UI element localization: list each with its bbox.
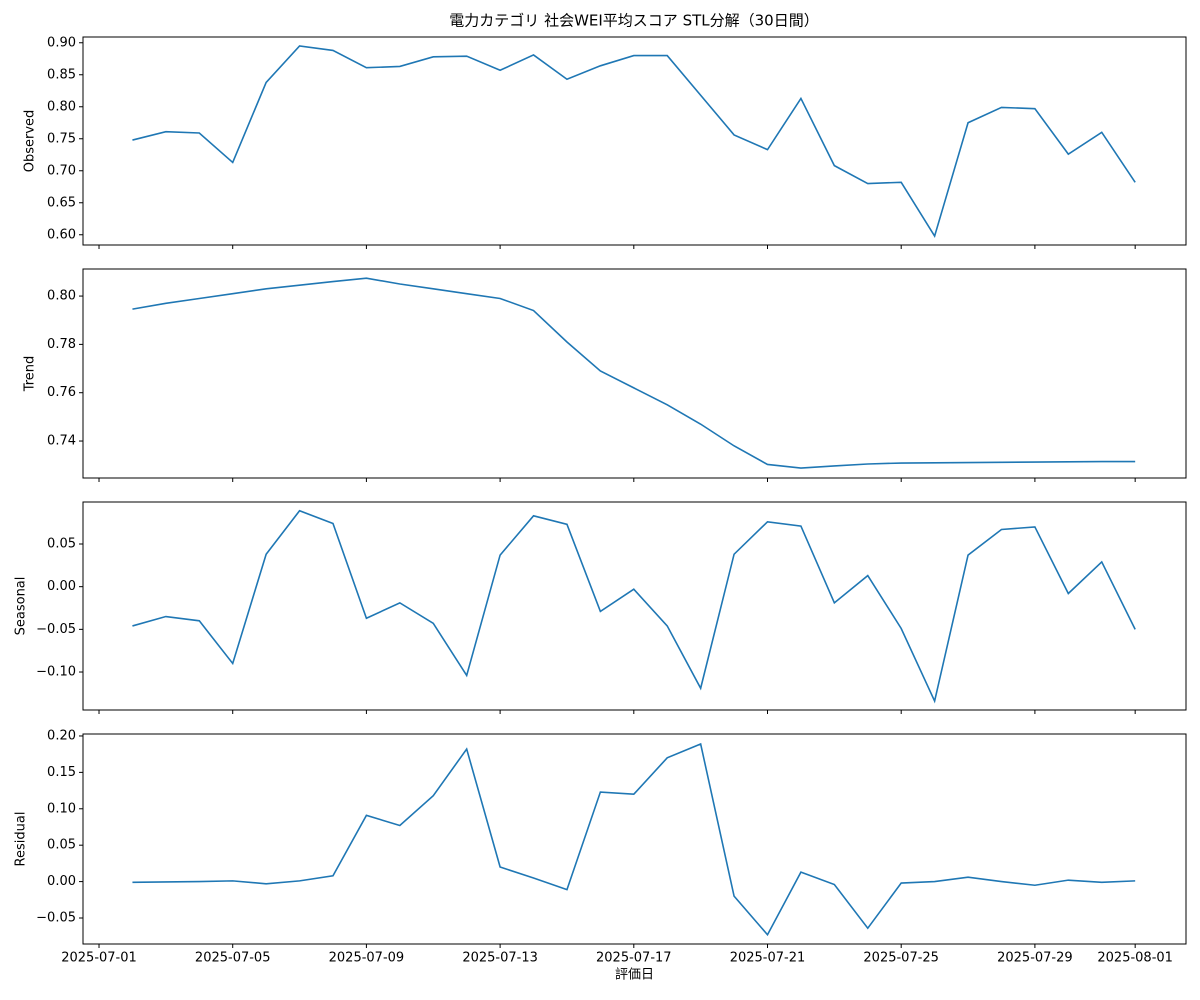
data-line: [132, 277, 1136, 469]
y-tick-label: 0.75: [47, 131, 76, 146]
y-tick-label: 0.05: [47, 536, 76, 551]
y-tick-label: 0.90: [47, 35, 76, 50]
x-tick-label: 2025-07-05: [195, 951, 271, 966]
axes-frame: [82, 36, 1187, 246]
y-axis-label: Residual: [14, 812, 29, 867]
x-tick-label: 2025-07-13: [462, 951, 538, 966]
y-tick-label: 0.20: [47, 728, 76, 743]
y-tick-label: −0.10: [36, 665, 76, 680]
y-axis-label: Trend: [23, 356, 38, 393]
y-axis-label: Observed: [23, 110, 38, 173]
axes-frame: [82, 501, 1187, 711]
axes-frame: [82, 268, 1187, 479]
x-tick-label: 2025-07-25: [863, 951, 939, 966]
y-tick-label: 0.60: [47, 227, 76, 242]
y-tick-label: 0.00: [47, 579, 76, 594]
y-tick-label: 0.76: [47, 385, 76, 400]
y-tick-label: 0.80: [47, 99, 76, 114]
x-axis-label: 評価日: [615, 968, 654, 983]
data-line: [132, 509, 1136, 704]
y-tick-label: 0.15: [47, 765, 76, 780]
y-tick-label: 0.80: [47, 289, 76, 304]
y-tick-label: −0.05: [36, 911, 76, 926]
data-line: [132, 742, 1136, 937]
y-tick-label: 0.05: [47, 838, 76, 853]
x-tick-label: 2025-07-21: [730, 951, 806, 966]
x-tick-label: 2025-07-17: [596, 951, 672, 966]
y-axis-label: Seasonal: [14, 577, 29, 636]
y-tick-label: 0.78: [47, 337, 76, 352]
x-tick-label: 2025-07-01: [61, 951, 137, 966]
x-tick-label: 2025-08-01: [1097, 951, 1173, 966]
y-tick-label: 0.85: [47, 67, 76, 82]
data-line: [132, 45, 1136, 238]
y-tick-label: 0.65: [47, 195, 76, 210]
y-tick-label: 0.70: [47, 163, 76, 178]
y-tick-label: 0.10: [47, 801, 76, 816]
axes-frame: [82, 733, 1187, 945]
y-tick-label: 0.00: [47, 874, 76, 889]
x-tick-label: 2025-07-09: [329, 951, 405, 966]
chart-title: 電力カテゴリ 社会WEI平均スコア STL分解（30日間）: [449, 12, 818, 30]
y-tick-label: 0.74: [47, 434, 76, 449]
y-tick-label: −0.05: [36, 622, 76, 637]
x-tick-label: 2025-07-29: [997, 951, 1073, 966]
